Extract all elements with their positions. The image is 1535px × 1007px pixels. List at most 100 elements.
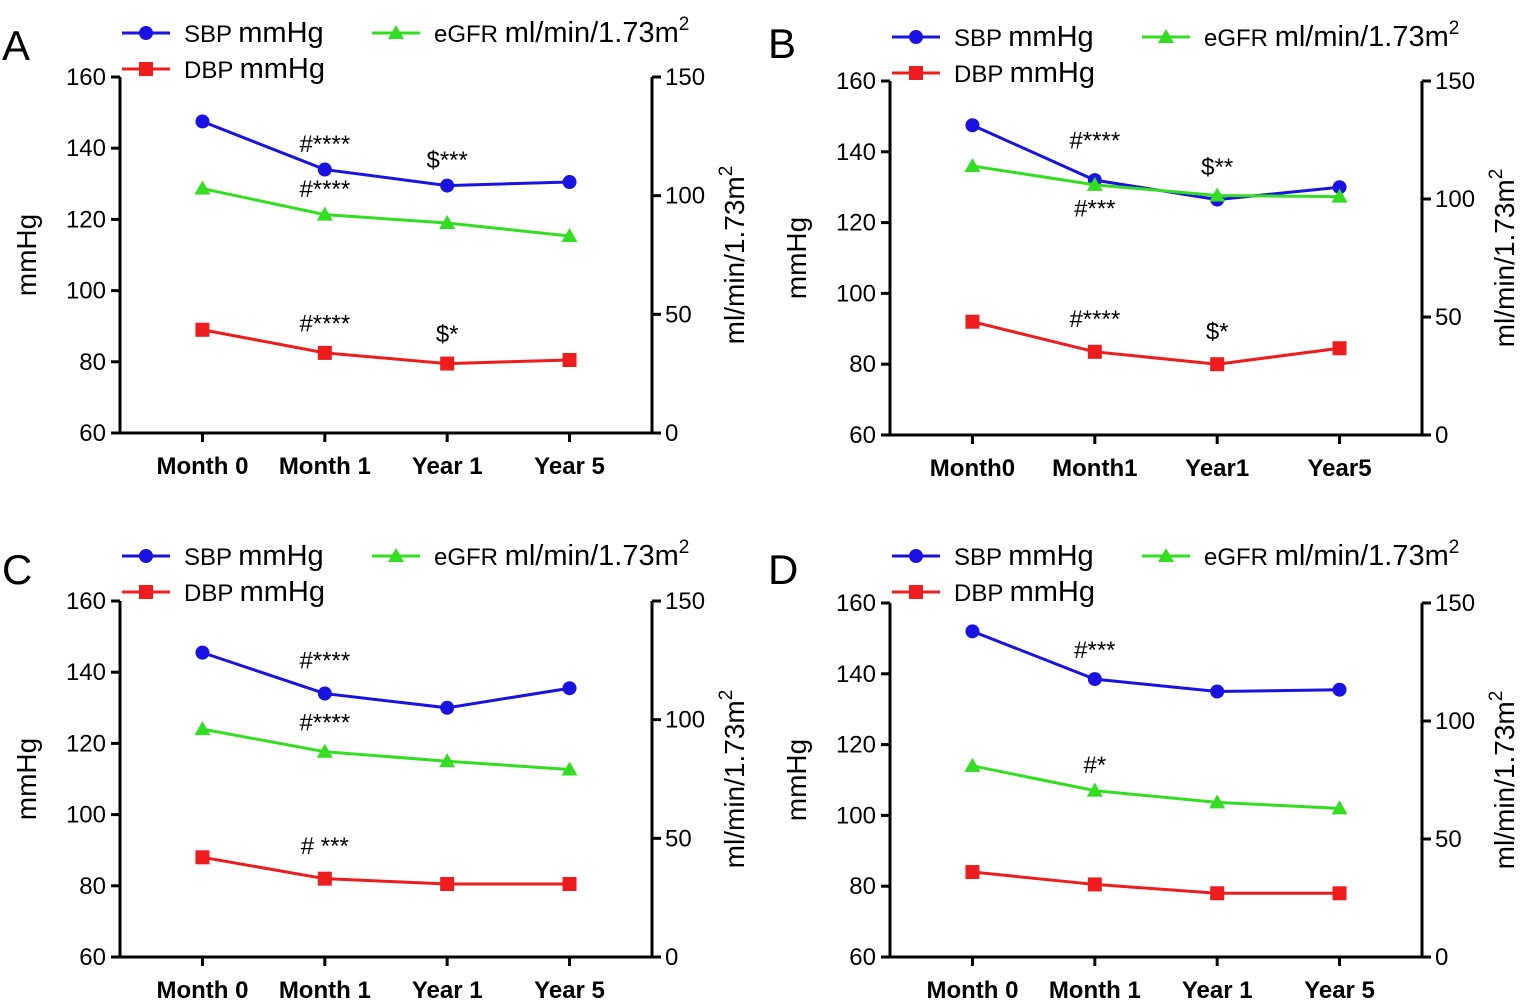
series-egfr: [964, 157, 1348, 203]
y2-tick-label: 0: [665, 944, 678, 971]
significance-label: #****: [299, 648, 350, 675]
y-tick-label: 160: [66, 588, 106, 615]
legend-marker: [1158, 29, 1174, 43]
significance-label: $*: [1206, 318, 1229, 345]
legend-label: DBP mmHg: [184, 576, 325, 608]
legend-entry-dbp: DBP mmHg: [892, 57, 1095, 89]
data-point: [965, 865, 980, 880]
significance-label: #****: [1069, 127, 1120, 154]
data-point: [964, 757, 981, 772]
x-tick-label: Year1: [1185, 455, 1249, 482]
panel-letter: C: [2, 546, 32, 593]
series-sbp: [195, 114, 577, 193]
axes: [888, 603, 1424, 959]
data-point: [195, 645, 210, 660]
y-tick-label: 120: [836, 210, 876, 237]
data-point: [965, 624, 980, 639]
data-point: [1332, 341, 1347, 356]
y-tick-label: 80: [79, 873, 106, 900]
data-point: [195, 114, 210, 129]
data-point: [440, 700, 455, 715]
data-point: [1332, 886, 1347, 901]
y-tick-label: 120: [66, 206, 106, 233]
axes: [888, 81, 1424, 437]
legend-label: SBP mmHg: [954, 540, 1094, 572]
series-line: [972, 870, 1340, 895]
y-axis-title: mmHg: [11, 738, 42, 820]
y2-tick-label: 0: [1435, 422, 1448, 449]
y2-axis-title: ml/min/1.73m2: [716, 166, 750, 345]
data-point: [964, 157, 981, 172]
data-point: [1086, 176, 1103, 191]
significance-label: #****: [299, 131, 350, 158]
panel-letter: B: [768, 20, 796, 67]
legend-marker: [909, 30, 923, 44]
panel-d: D SBP mmHg eGFR ml/min/1.73m2 DBP mmHg 60 80 1…: [768, 537, 1520, 1004]
legend-entry-sbp: SBP mmHg: [122, 17, 324, 49]
series-line: [202, 727, 570, 772]
y-tick-label: 120: [66, 730, 106, 757]
series-line: [202, 328, 570, 366]
y2-tick-label: 50: [1435, 826, 1462, 853]
data-point: [194, 721, 211, 736]
significance-label: #***: [1074, 637, 1115, 664]
y-tick-label: 100: [66, 278, 106, 305]
x-tick-label: Month 0: [156, 977, 248, 1004]
legend-entry-dbp: DBP mmHg: [122, 53, 325, 85]
legend-label: SBP mmHg: [184, 17, 324, 49]
y2-tick-label: 150: [665, 64, 705, 91]
y2-tick-label: 150: [665, 588, 705, 615]
legend-label: DBP mmHg: [184, 53, 325, 85]
legend-marker: [909, 66, 923, 80]
y2-axis-title: ml/min/1.73m2: [1486, 169, 1520, 348]
data-point: [1086, 782, 1103, 797]
data-point: [561, 228, 578, 243]
legend-marker: [388, 548, 404, 562]
legend-label: SBP mmHg: [954, 21, 1094, 53]
y-tick-label: 60: [79, 420, 106, 447]
series-dbp: [965, 865, 1347, 901]
legend-label: eGFR ml/min/1.73m2: [1204, 18, 1459, 53]
significance-label: #****: [1069, 306, 1120, 333]
y2-tick-label: 100: [1435, 708, 1475, 735]
legend: SBP mmHg eGFR ml/min/1.73m2 DBP mmHg: [892, 18, 1459, 89]
y2-tick-label: 150: [1435, 68, 1475, 95]
legend-marker: [139, 62, 153, 76]
y2-tick-label: 100: [665, 707, 705, 734]
axes: [118, 77, 654, 435]
data-point: [1332, 682, 1347, 697]
data-point: [1331, 800, 1348, 815]
legend-marker: [388, 25, 404, 39]
x-tick-label: Year 5: [534, 453, 605, 480]
y2-tick-label: 0: [1435, 944, 1448, 971]
y-tick-label: 80: [849, 351, 876, 378]
significance-label: #****: [299, 176, 350, 203]
data-point: [439, 753, 456, 768]
x-tick-label: Month 0: [926, 977, 1018, 1004]
x-tick-label: Year5: [1308, 455, 1372, 482]
y-tick-label: 140: [66, 659, 106, 686]
legend-marker: [139, 585, 153, 599]
data-point: [317, 345, 332, 360]
data-point: [1087, 672, 1102, 687]
y-tick-label: 120: [836, 732, 876, 759]
legend-marker: [1158, 548, 1174, 562]
data-point: [440, 178, 455, 193]
y2-tick-label: 50: [1435, 304, 1462, 331]
y-axis-title: mmHg: [781, 739, 812, 821]
y-tick-label: 160: [836, 68, 876, 95]
x-tick-label: Month 1: [279, 453, 371, 480]
series-sbp: [965, 118, 1347, 207]
data-point: [195, 322, 210, 337]
x-tick-label: Year 1: [412, 977, 483, 1004]
y-tick-label: 140: [66, 135, 106, 162]
y-tick-label: 60: [79, 944, 106, 971]
significance-label: $*: [436, 321, 459, 348]
series-egfr: [194, 721, 578, 776]
series-dbp: [965, 314, 1347, 372]
data-point: [316, 743, 333, 758]
legend: SBP mmHg eGFR ml/min/1.73m2 DBP mmHg: [122, 14, 689, 85]
significance-label: $***: [426, 147, 467, 174]
x-tick-label: Month0: [930, 455, 1015, 482]
